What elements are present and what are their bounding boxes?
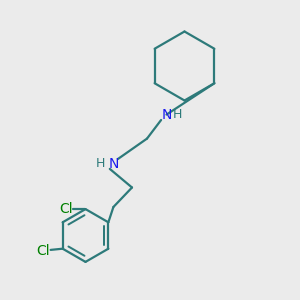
Text: Cl: Cl [36,244,50,258]
Text: H: H [96,157,106,170]
Text: H: H [173,108,183,121]
Text: N: N [161,108,172,122]
Text: N: N [108,157,118,170]
Text: Cl: Cl [59,202,73,216]
